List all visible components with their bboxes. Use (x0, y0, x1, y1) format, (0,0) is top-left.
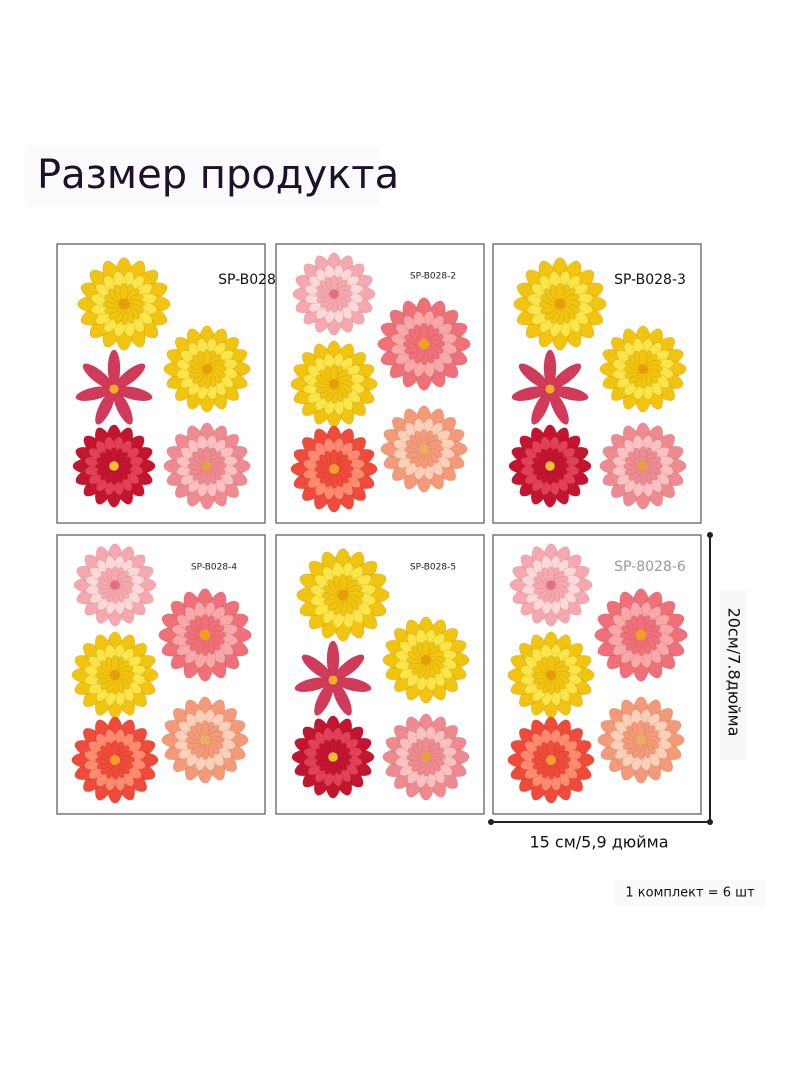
flower (507, 631, 595, 719)
flower-center (109, 384, 119, 394)
dot (707, 819, 713, 825)
note: 1 комплект = 6 шт (625, 886, 755, 901)
flower-center (545, 384, 555, 394)
flower (599, 325, 687, 413)
flower-center (546, 580, 556, 590)
flower (294, 640, 372, 716)
height-bg (720, 590, 746, 760)
height-label: 20см/7.8дюйма (725, 608, 744, 737)
flower-center (635, 734, 647, 746)
flower (508, 424, 592, 508)
sheet: SP-B028-3 (492, 243, 702, 524)
flower (72, 424, 156, 508)
flower-center (418, 443, 430, 455)
sheet-label: SP-B028-5 (410, 563, 456, 573)
flower-center (329, 289, 339, 299)
flower-center (545, 669, 557, 681)
flower-center (109, 669, 121, 681)
dot (488, 819, 494, 825)
flower (597, 696, 685, 784)
flower (163, 422, 251, 510)
flower-center (328, 752, 338, 762)
sheet-label: SP-B028-3 (614, 272, 686, 288)
sheet: SP-B028-4 (56, 534, 266, 815)
flower-center (545, 754, 557, 766)
sheet: SP-B028-1 (56, 243, 290, 524)
flower-center (199, 629, 211, 641)
flower-center (328, 378, 340, 390)
flower (290, 340, 378, 428)
flower (163, 325, 251, 413)
flower-center (418, 338, 430, 350)
title-bg (26, 145, 380, 207)
sheet-label: SP-8028-6 (614, 559, 686, 575)
flower-center (118, 298, 130, 310)
flower-center (328, 675, 338, 685)
sheets: SP-B028-1 SP-B028-2 SP-B028-3 SP-B028-4 SP-B… (56, 243, 702, 815)
title: Размер продукта (37, 152, 399, 198)
flower-center (420, 751, 432, 763)
sheet: SP-B028-2 (275, 243, 485, 524)
flower-center (637, 363, 649, 375)
flower-center (328, 463, 340, 475)
flower (75, 349, 153, 425)
sheet-label: SP-B028-4 (191, 563, 237, 573)
flower (511, 349, 589, 425)
flower (292, 252, 376, 336)
flower (290, 425, 378, 513)
flower (509, 543, 593, 627)
flower-center (337, 589, 349, 601)
flower (161, 696, 249, 784)
flower (380, 405, 468, 493)
flower (296, 548, 390, 642)
sheet: SP-8028-6 (492, 534, 702, 815)
flower-center (109, 461, 119, 471)
flower (291, 715, 375, 799)
flower (382, 713, 470, 801)
flower-center (554, 298, 566, 310)
flower-center (109, 754, 121, 766)
sheet-label: SP-B028-1 (218, 272, 290, 288)
flower-center (201, 363, 213, 375)
flower-center (420, 654, 432, 666)
flower (599, 422, 687, 510)
flower (71, 631, 159, 719)
dot (707, 532, 713, 538)
width-label: 15 см/5,9 дюйма (529, 833, 668, 852)
flower (377, 297, 471, 391)
flower (382, 616, 470, 704)
flower (158, 588, 252, 682)
flower (507, 716, 595, 804)
flower-center (201, 460, 213, 472)
flower-center (637, 460, 649, 472)
note-bg (615, 880, 765, 906)
sheet: SP-B028-5 (275, 534, 485, 815)
flower (73, 543, 157, 627)
flower-center (545, 461, 555, 471)
flower (71, 716, 159, 804)
flower-center (635, 629, 647, 641)
flower (77, 257, 171, 351)
sheet-label: SP-B028-2 (410, 272, 456, 282)
flower (594, 588, 688, 682)
flower-center (110, 580, 120, 590)
flower-center (199, 734, 211, 746)
flower (513, 257, 607, 351)
